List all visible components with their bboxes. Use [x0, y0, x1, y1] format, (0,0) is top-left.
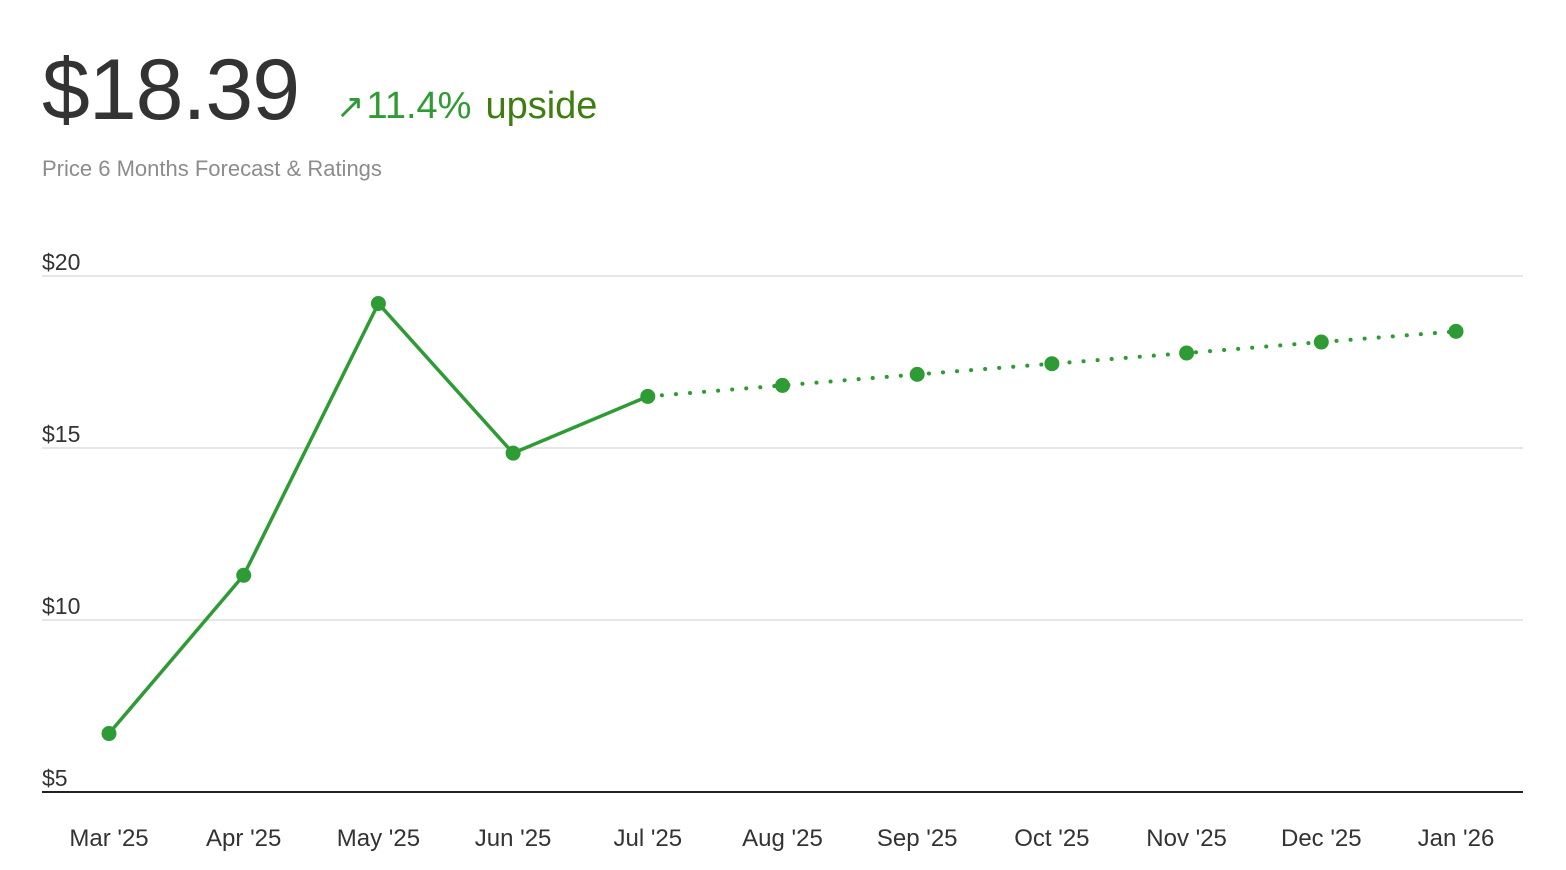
series-lines [107, 301, 1458, 736]
y-tick-label: $10 [42, 593, 80, 619]
x-tick-label: Jul '25 [613, 825, 682, 852]
x-tick-label: Apr '25 [206, 825, 281, 852]
data-point[interactable] [640, 388, 656, 404]
data-points [101, 296, 1464, 742]
y-tick-label: $20 [42, 249, 80, 275]
x-tick-label: Dec '25 [1281, 825, 1362, 852]
data-point[interactable] [505, 445, 521, 461]
data-point[interactable] [1448, 323, 1464, 339]
data-point[interactable] [370, 296, 386, 312]
y-tick-label: $5 [42, 765, 68, 791]
x-axis-ticks: Mar '25 Apr '25 May '25 Jun '25 Jul '25 Aug '… [69, 825, 1494, 852]
y-tick-label: $15 [42, 421, 80, 447]
change-percent: 11.4% [366, 85, 472, 127]
y-axis-ticks: $5 $10 $15 $20 [42, 249, 80, 791]
x-tick-label: Sep '25 [877, 825, 958, 852]
x-tick-label: Jan '26 [1418, 825, 1495, 852]
data-point[interactable] [101, 726, 117, 742]
price-change: ↗11.4% upside [336, 86, 597, 127]
data-point[interactable] [1179, 345, 1195, 361]
data-point[interactable] [236, 567, 252, 583]
x-tick-label: May '25 [337, 825, 420, 852]
change-label: upside [485, 85, 598, 127]
data-point[interactable] [1044, 356, 1060, 372]
x-tick-label: Oct '25 [1014, 825, 1089, 852]
x-tick-label: Nov '25 [1146, 825, 1227, 852]
x-tick-label: Aug '25 [742, 825, 823, 852]
data-point[interactable] [909, 366, 925, 382]
data-point[interactable] [775, 377, 790, 393]
history-line [107, 301, 650, 736]
x-tick-label: Mar '25 [69, 825, 148, 852]
gridlines [42, 275, 1523, 621]
data-point[interactable] [1313, 334, 1329, 350]
chart-subtitle: Price 6 Months Forecast & Ratings [42, 156, 382, 181]
x-tick-label: Jun '25 [475, 825, 552, 852]
current-price: $18.39 [42, 42, 300, 138]
arrow-up-right-icon: ↗ [336, 88, 365, 126]
